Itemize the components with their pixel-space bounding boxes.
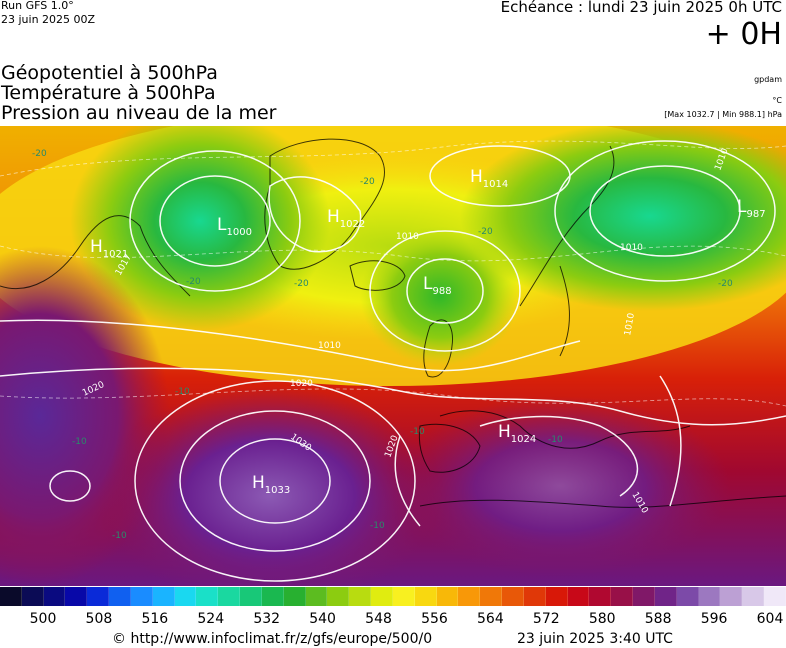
valid-time: Echéance : lundi 23 juin 2025 0h UTC — [500, 0, 782, 16]
colorbar-swatch — [589, 587, 612, 606]
temperature-label: -10 — [112, 531, 127, 541]
temperature-label: -10 — [370, 521, 385, 531]
colorbar-swatch — [109, 587, 131, 606]
lead-time: + 0H — [705, 17, 782, 52]
colorbar — [0, 587, 786, 606]
colorbar-tick-label: 564 — [477, 611, 504, 627]
pressure-center-high-mediterranean: H1024 — [498, 422, 536, 445]
colorbar-swatch — [698, 587, 721, 606]
colorbar-tick-label: 524 — [197, 611, 225, 627]
temperature-label: -20 — [360, 177, 375, 187]
colorbar-swatch — [43, 587, 66, 606]
pressure-center-high-azores: H1033 — [252, 473, 290, 496]
colorbar-tick-label: 508 — [85, 611, 113, 627]
greenland-coast — [264, 138, 385, 270]
temperature-label: -20 — [478, 227, 493, 237]
colorbar-swatch — [654, 587, 677, 606]
colorbar-swatch — [327, 587, 350, 606]
colorbar-ticks: 500 508 516 524 532 540 548 556 564 572 580 588 596 6… — [0, 611, 786, 627]
colorbar-tick-label: 572 — [532, 611, 560, 627]
colorbar-swatch — [720, 587, 743, 606]
colorbar-swatch — [414, 587, 437, 606]
colorbar-swatch — [523, 587, 546, 606]
colorbar-swatch — [480, 587, 503, 606]
colorbar-swatch — [283, 587, 306, 606]
isobar-label: 1020 — [290, 379, 313, 389]
iberia-coast — [418, 423, 481, 473]
colorbar-swatch — [545, 587, 568, 606]
colorbar-tick-label: 580 — [588, 611, 616, 627]
colorbar-swatch — [261, 587, 284, 606]
colorbar-swatch — [218, 587, 241, 606]
colorbar-swatch — [21, 587, 44, 606]
scandinavia-coast — [519, 145, 615, 357]
colorbar-swatch — [567, 587, 590, 606]
colorbar-tick-label: 596 — [700, 611, 728, 627]
colorbar-swatch — [611, 587, 634, 606]
colorbar-tick-label: 540 — [309, 611, 336, 627]
isobar-label: 1010 — [318, 341, 341, 351]
colorbar-swatch — [371, 587, 393, 606]
isobar-label: 1010 — [623, 312, 637, 337]
colorbar-swatch — [196, 587, 219, 606]
colorbar-swatch — [676, 587, 699, 606]
colorbar-tick-label: 500 — [29, 611, 57, 627]
africa-coast — [419, 495, 786, 508]
temperature-label: -20 — [294, 279, 309, 289]
colorbar-swatch — [502, 587, 524, 606]
colorbar-tick-label: 516 — [141, 611, 169, 627]
colorbar-swatch — [174, 587, 197, 606]
unit-geopotential: gpdam — [754, 75, 782, 84]
colorbar-swatch — [65, 587, 88, 606]
isobar-label: 1010 — [396, 232, 419, 242]
run-label: Run GFS 1.0° — [1, 0, 74, 12]
colorbar-swatch — [763, 587, 786, 606]
footer-generated-time: 23 juin 2025 3:40 UTC — [517, 631, 673, 647]
colorbar-tick-label: 532 — [253, 611, 281, 627]
colorbar-swatch — [305, 587, 328, 606]
pressure-center-high-greenland: H1022 — [327, 207, 365, 230]
colorbar-swatch — [633, 587, 655, 606]
pressure-center-low-labrador: L1000 — [217, 215, 252, 238]
colorbar-swatch — [130, 587, 153, 606]
pressure-center-high-greenland-west: H1021 — [90, 237, 128, 260]
footer-url[interactable]: © http://www.infoclimat.fr/z/gfs/europe/… — [112, 631, 433, 647]
colorbar-swatch — [458, 587, 481, 606]
colorbar-swatch — [392, 587, 415, 606]
iceland-coast — [349, 260, 406, 291]
unit-temperature: °C — [772, 96, 782, 105]
temperature-label: -10 — [548, 435, 563, 445]
colorbar-swatch — [152, 587, 175, 606]
colorbar-tick-label: 588 — [644, 611, 672, 627]
canada-coast — [0, 215, 191, 297]
colorbar-tick-label: 556 — [421, 611, 448, 627]
europe-coast — [439, 410, 691, 449]
isobar-label: 1010 — [620, 243, 643, 253]
colorbar-swatch — [742, 587, 764, 606]
run-date: 23 juin 2025 00Z — [1, 13, 96, 26]
temperature-label: -20 — [32, 149, 47, 159]
colorbar-swatch — [240, 587, 262, 606]
title-geopotential: Géopotentiel à 500hPa — [1, 62, 218, 84]
weather-map: H1021 L1000 H1022 H1014 L987 L988 H1024 … — [0, 126, 786, 586]
temperature-label: -10 — [175, 387, 190, 397]
temperature-label: -20 — [186, 277, 201, 287]
pressure-center-high-norwegian-sea: H1014 — [470, 167, 508, 190]
colorbar-swatch — [349, 587, 372, 606]
pressure-center-low-north-sea: L988 — [423, 274, 452, 297]
colorbar-swatch — [87, 587, 110, 606]
colorbar-swatch — [0, 587, 22, 606]
title-pressure: Pression au niveau de la mer — [1, 102, 277, 124]
unit-pressure-range: [Max 1032.7 | Min 988.1] hPa — [664, 110, 782, 119]
pressure-center-low-russia: L987 — [737, 197, 766, 220]
colorbar-tick-label: 604 — [756, 611, 784, 627]
colorbar-swatch — [436, 587, 459, 606]
temperature-label: -10 — [72, 437, 87, 447]
title-temperature: Température à 500hPa — [1, 82, 216, 104]
colorbar-tick-label: 548 — [365, 611, 392, 627]
temperature-label: -20 — [718, 279, 733, 289]
temperature-label: -10 — [410, 427, 425, 437]
